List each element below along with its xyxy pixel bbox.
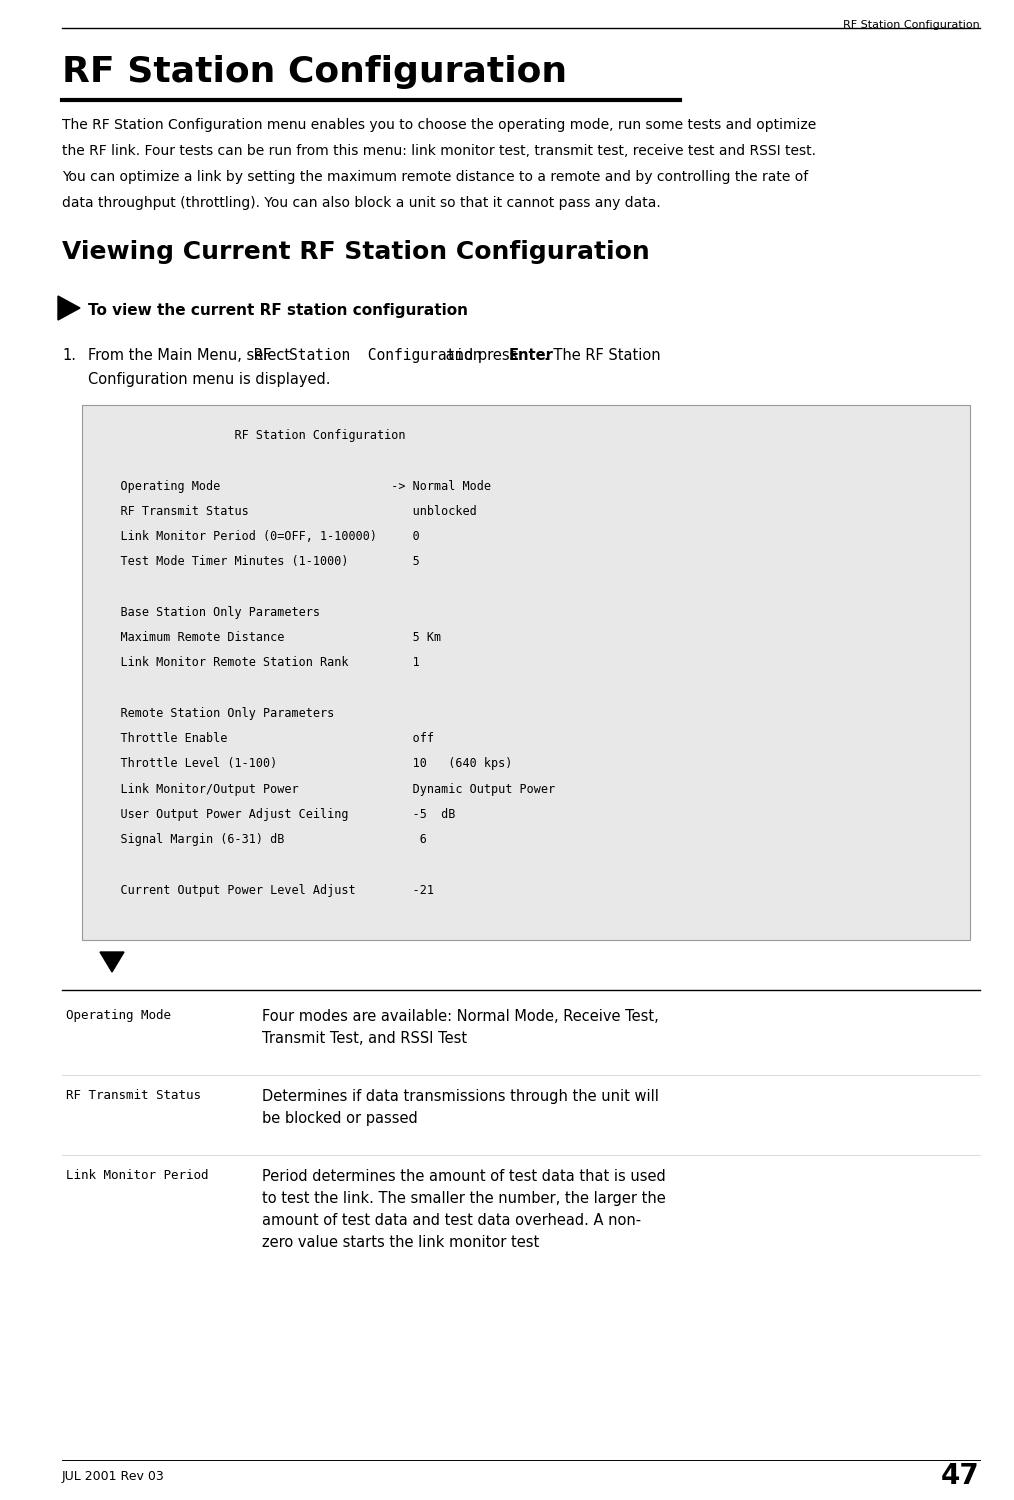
Text: Four modes are available: Normal Mode, Receive Test,: Four modes are available: Normal Mode, R… (262, 1010, 659, 1025)
Text: and press: and press (441, 348, 522, 363)
Text: Link Monitor Period: Link Monitor Period (66, 1168, 209, 1182)
Text: zero value starts the link monitor test: zero value starts the link monitor test (262, 1234, 539, 1250)
Text: Maximum Remote Distance                  5 Km: Maximum Remote Distance 5 Km (92, 632, 441, 644)
Text: RF Station Configuration: RF Station Configuration (92, 429, 406, 442)
Text: 47: 47 (941, 1462, 980, 1490)
Text: RF Station Configuration: RF Station Configuration (844, 20, 980, 30)
Text: Period determines the amount of test data that is used: Period determines the amount of test dat… (262, 1168, 666, 1184)
Text: to test the link. The smaller the number, the larger the: to test the link. The smaller the number… (262, 1191, 666, 1206)
Text: the RF link. Four tests can be run from this menu: link monitor test, transmit t: the RF link. Four tests can be run from … (62, 144, 816, 158)
Text: be blocked or passed: be blocked or passed (262, 1112, 418, 1126)
Polygon shape (100, 952, 124, 972)
Text: amount of test data and test data overhead. A non-: amount of test data and test data overhe… (262, 1214, 641, 1228)
Text: RF Station Configuration: RF Station Configuration (62, 56, 567, 88)
Text: Throttle Enable                          off: Throttle Enable off (92, 732, 434, 746)
Text: JUL 2001 Rev 03: JUL 2001 Rev 03 (62, 1470, 164, 1484)
Text: Link Monitor Period (0=OFF, 1-10000)     0: Link Monitor Period (0=OFF, 1-10000) 0 (92, 530, 420, 543)
Text: You can optimize a link by setting the maximum remote distance to a remote and b: You can optimize a link by setting the m… (62, 170, 808, 184)
Text: To view the current RF station configuration: To view the current RF station configura… (88, 303, 468, 318)
Text: Transmit Test, and RSSI Test: Transmit Test, and RSSI Test (262, 1030, 467, 1045)
Text: Operating Mode: Operating Mode (66, 1010, 171, 1022)
Text: RF Transmit Status                       unblocked: RF Transmit Status unblocked (92, 506, 477, 518)
Text: Test Mode Timer Minutes (1-1000)         5: Test Mode Timer Minutes (1-1000) 5 (92, 555, 420, 568)
Text: Determines if data transmissions through the unit will: Determines if data transmissions through… (262, 1089, 659, 1104)
Text: Operating Mode                        -> Normal Mode: Operating Mode -> Normal Mode (92, 480, 491, 492)
Text: RF  Station  Configuration: RF Station Configuration (255, 348, 482, 363)
Text: Throttle Level (1-100)                   10   (640 kps): Throttle Level (1-100) 10 (640 kps) (92, 758, 512, 771)
Text: From the Main Menu, select: From the Main Menu, select (88, 348, 295, 363)
Text: Link Monitor/Output Power                Dynamic Output Power: Link Monitor/Output Power Dynamic Output… (92, 783, 555, 795)
Text: Configuration menu is displayed.: Configuration menu is displayed. (88, 372, 331, 387)
Text: User Output Power Adjust Ceiling         -5  dB: User Output Power Adjust Ceiling -5 dB (92, 808, 455, 820)
Text: Signal Margin (6-31) dB                   6: Signal Margin (6-31) dB 6 (92, 833, 441, 846)
Bar (82, 405, 970, 940)
Text: data throughput (throttling). You can also block a unit so that it cannot pass a: data throughput (throttling). You can al… (62, 196, 661, 210)
Text: The RF Station Configuration menu enables you to choose the operating mode, run : The RF Station Configuration menu enable… (62, 118, 816, 132)
Text: RF Transmit Status: RF Transmit Status (66, 1089, 201, 1102)
Text: Viewing Current RF Station Configuration: Viewing Current RF Station Configuration (62, 240, 650, 264)
Text: Enter: Enter (509, 348, 554, 363)
Text: Current Output Power Level Adjust        -21: Current Output Power Level Adjust -21 (92, 884, 434, 897)
Text: Base Station Only Parameters: Base Station Only Parameters (92, 606, 320, 619)
Text: 1.: 1. (62, 348, 76, 363)
Text: . The RF Station: . The RF Station (544, 348, 660, 363)
Text: Link Monitor Remote Station Rank         1: Link Monitor Remote Station Rank 1 (92, 657, 420, 669)
Polygon shape (58, 296, 80, 320)
Text: Remote Station Only Parameters: Remote Station Only Parameters (92, 706, 335, 720)
